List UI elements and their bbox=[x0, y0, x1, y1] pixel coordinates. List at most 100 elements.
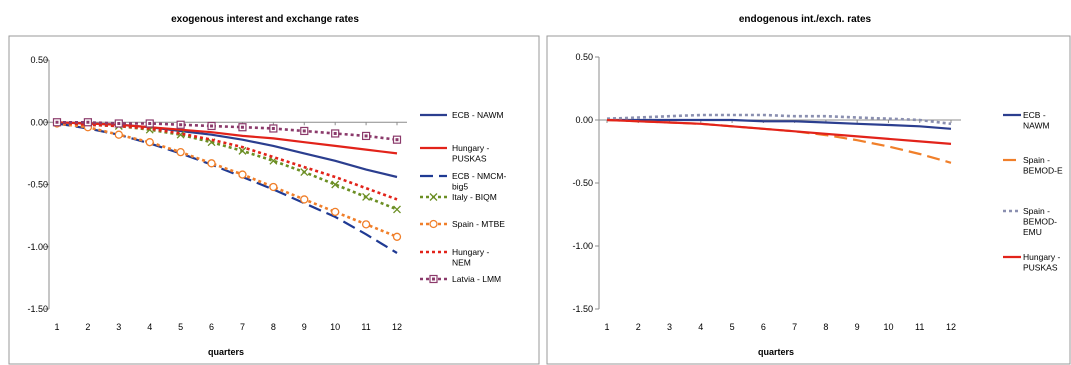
x-tick-label: 12 bbox=[392, 322, 402, 332]
legend-item: ECB -NAWM bbox=[1003, 110, 1050, 131]
x-tick-label: 7 bbox=[240, 322, 245, 332]
series-2 bbox=[56, 122, 398, 254]
x-tick-label: 4 bbox=[147, 322, 152, 332]
legend-item: Spain -BEMOD-E bbox=[1003, 155, 1063, 176]
y-tick-label: 0.00 bbox=[575, 115, 593, 125]
chart-panel-exogenous: exogenous interest and exchange rates 0.… bbox=[8, 14, 540, 365]
legend-label: Hungary -PUSKAS bbox=[452, 143, 489, 164]
data-point-3 bbox=[145, 138, 154, 147]
data-point-legend bbox=[429, 193, 438, 201]
y-tick-label: -0.50 bbox=[572, 178, 593, 188]
y-tick-label: 0.50 bbox=[30, 55, 48, 65]
legend-label: Italy - BIQM bbox=[452, 192, 497, 202]
x-tick-label: 2 bbox=[636, 322, 641, 332]
y-tick-label: -0.50 bbox=[27, 180, 48, 190]
data-point-inner-2 bbox=[117, 121, 121, 125]
legend-item: Hungary -NEM bbox=[420, 247, 489, 268]
x-tick-label: 10 bbox=[330, 322, 340, 332]
series-6 bbox=[52, 118, 402, 144]
legend-label: ECB - NAWM bbox=[452, 110, 504, 120]
x-tick-label: 9 bbox=[855, 322, 860, 332]
x-tick-label: 10 bbox=[883, 322, 893, 332]
legend-label: ECB -NAWM bbox=[1023, 110, 1050, 131]
data-point-11 bbox=[392, 232, 402, 241]
legend-item: Hungary -PUSKAS bbox=[1003, 252, 1060, 273]
series-5 bbox=[56, 121, 398, 201]
legend-label: Latvia - LMM bbox=[452, 274, 501, 284]
x-tick-label: 1 bbox=[54, 322, 59, 332]
chart-title: exogenous interest and exchange rates bbox=[171, 14, 359, 25]
data-point-inner-11 bbox=[395, 138, 399, 142]
y-tick-label: -1.50 bbox=[572, 304, 593, 314]
x-tick-label: 2 bbox=[85, 322, 90, 332]
series-line bbox=[56, 121, 398, 201]
legend-item: ECB - NMCM-big5 bbox=[420, 171, 506, 192]
data-point-6 bbox=[238, 170, 247, 179]
data-point-inner-0 bbox=[55, 120, 59, 124]
x-tick-label: 8 bbox=[271, 322, 276, 332]
data-point-inner-legend bbox=[432, 277, 435, 281]
data-point-7 bbox=[269, 182, 278, 192]
data-point-10 bbox=[362, 192, 371, 201]
x-axis-label: quarters bbox=[758, 347, 794, 357]
data-point-inner-1 bbox=[86, 120, 90, 124]
data-point-inner-5 bbox=[210, 124, 214, 128]
y-tick-label: -1.50 bbox=[27, 304, 48, 314]
data-point-inner-10 bbox=[364, 134, 368, 138]
data-point-9 bbox=[331, 207, 340, 217]
x-tick-label: 11 bbox=[915, 322, 924, 332]
legend-item: Latvia - LMM bbox=[420, 274, 501, 284]
x-tick-label: 6 bbox=[761, 322, 766, 332]
x-tick-label: 1 bbox=[604, 322, 609, 332]
legend-item: Spain - MTBE bbox=[420, 219, 505, 229]
x-tick-label: 3 bbox=[116, 322, 121, 332]
legend-item: Italy - BIQM bbox=[420, 192, 497, 202]
legend-item: Hungary -PUSKAS bbox=[420, 143, 489, 164]
x-axis-label: quarters bbox=[208, 347, 244, 357]
legend-item: ECB - NAWM bbox=[420, 110, 504, 120]
data-point-inner-9 bbox=[333, 131, 337, 135]
data-point-4 bbox=[176, 147, 185, 157]
y-tick-label: 0.00 bbox=[30, 117, 48, 127]
data-point-8 bbox=[300, 195, 309, 204]
series-0 bbox=[607, 118, 952, 130]
x-tick-label: 5 bbox=[730, 322, 735, 332]
chart-frame bbox=[8, 35, 540, 365]
data-point-5 bbox=[207, 159, 216, 168]
data-point-inner-8 bbox=[302, 129, 306, 133]
y-tick-label: -1.00 bbox=[27, 242, 48, 252]
x-tick-label: 7 bbox=[792, 322, 797, 332]
data-point-inner-4 bbox=[179, 123, 183, 127]
chart-frame bbox=[546, 35, 1071, 365]
x-tick-label: 4 bbox=[698, 322, 703, 332]
data-point-9 bbox=[331, 180, 340, 189]
chart-legend: ECB - NAWM Hungary -PUSKAS ECB - NMCM-big5… bbox=[420, 110, 506, 284]
data-point-2 bbox=[114, 130, 123, 139]
x-tick-label: 11 bbox=[361, 322, 370, 332]
data-point-legend bbox=[429, 219, 438, 229]
series-line bbox=[606, 118, 952, 145]
chart-legend: ECB -NAWM Spain -BEMOD-E Spain -BEMOD-EMU H… bbox=[1003, 110, 1063, 273]
legend-label: Spain -BEMOD-EMU bbox=[1023, 206, 1057, 237]
data-point-10 bbox=[361, 220, 371, 229]
x-tick-label: 8 bbox=[823, 322, 828, 332]
series-line bbox=[57, 121, 398, 141]
data-point-inner-3 bbox=[148, 121, 152, 125]
series-3 bbox=[606, 118, 952, 145]
series-line bbox=[607, 118, 952, 130]
series-line bbox=[56, 122, 398, 254]
x-tick-label: 3 bbox=[667, 322, 672, 332]
x-tick-label: 9 bbox=[302, 322, 307, 332]
legend-label: Spain - MTBE bbox=[452, 219, 505, 229]
y-tick-label: 0.50 bbox=[575, 52, 593, 62]
data-point-6 bbox=[238, 146, 247, 155]
legend-item: Spain -BEMOD-EMU bbox=[1003, 206, 1057, 237]
legend-label: Hungary -NEM bbox=[452, 247, 489, 268]
series-line bbox=[56, 122, 398, 239]
x-tick-label: 5 bbox=[178, 322, 183, 332]
y-tick-label: -1.00 bbox=[572, 241, 593, 251]
data-point-11 bbox=[393, 205, 401, 214]
chart-panel-endogenous: endogenous int./exch. rates 0.50 0.00 -0.5… bbox=[546, 14, 1071, 365]
chart-title: endogenous int./exch. rates bbox=[739, 14, 872, 25]
